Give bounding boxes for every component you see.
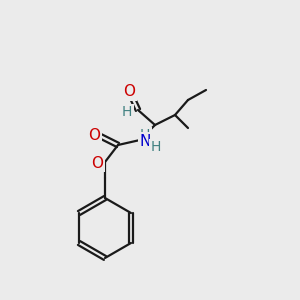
- Text: O: O: [88, 128, 100, 142]
- Text: H: H: [140, 128, 150, 142]
- Text: H: H: [151, 140, 161, 154]
- Text: O: O: [91, 155, 103, 170]
- Text: N: N: [139, 134, 151, 148]
- Text: O: O: [123, 85, 135, 100]
- Text: H: H: [122, 105, 132, 119]
